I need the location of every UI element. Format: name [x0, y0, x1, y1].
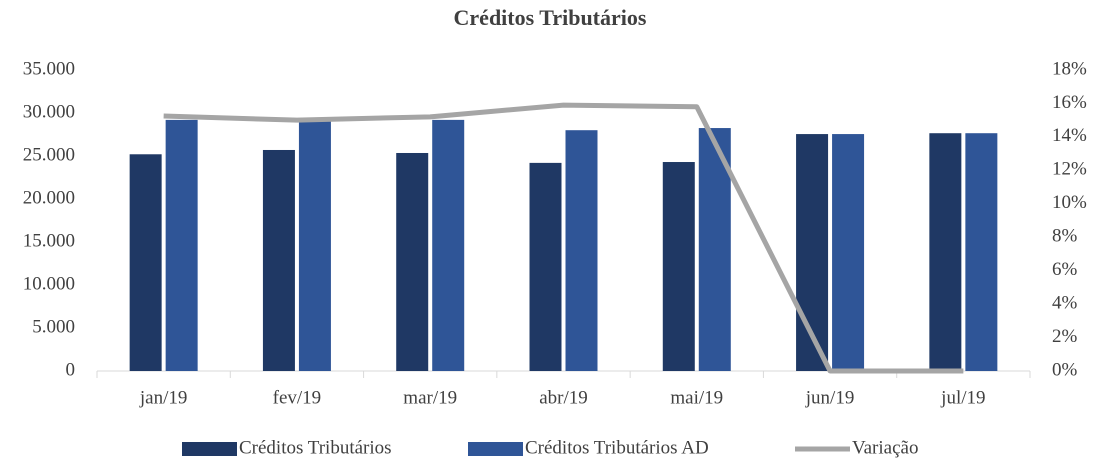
bar [929, 133, 962, 371]
x-tick-label: fev/19 [273, 387, 322, 408]
y-tick-label: 0 [66, 359, 76, 380]
bar [529, 162, 562, 371]
bar [298, 119, 331, 372]
y2-tick-label: 4% [1052, 292, 1078, 313]
line [163, 102, 964, 374]
y-tick-label: 25.000 [23, 144, 75, 165]
x-tick-label: jan/19 [139, 387, 188, 408]
bar [165, 119, 198, 371]
y2-tick-label: 18% [1052, 58, 1087, 79]
bar [662, 162, 695, 371]
legend-label: Créditos Tributários [239, 437, 392, 458]
x-tick-label: abr/19 [539, 387, 588, 408]
bar [129, 154, 162, 371]
y2-tick-label: 6% [1052, 259, 1078, 280]
legend-swatch [468, 442, 523, 456]
y-tick-label: 10.000 [23, 273, 75, 294]
y-tick-label: 15.000 [23, 230, 75, 251]
bar [262, 149, 295, 371]
y2-tick-label: 16% [1052, 92, 1087, 113]
x-tick-label: mar/19 [403, 387, 457, 408]
x-tick-label: mai/19 [670, 387, 723, 408]
legend-label: Créditos Tributários AD [525, 437, 709, 458]
y2-tick-label: 8% [1052, 226, 1078, 247]
y2-tick-label: 10% [1052, 192, 1087, 213]
y-tick-label: 5.000 [32, 316, 75, 337]
bar [965, 133, 998, 371]
y2-tick-label: 14% [1052, 125, 1087, 146]
legend-swatch [182, 442, 237, 456]
x-tick-label: jul/19 [940, 387, 985, 408]
x-tick-label: jun/19 [805, 387, 855, 408]
y-tick-label: 35.000 [23, 58, 75, 79]
y2-tick-label: 0% [1052, 359, 1078, 380]
bar [432, 119, 465, 371]
y-tick-label: 20.000 [23, 187, 75, 208]
bar [396, 152, 429, 371]
y-tick-label: 30.000 [23, 101, 75, 122]
chart-title: Créditos Tributários [454, 5, 647, 30]
bar [565, 130, 598, 371]
bar [832, 134, 865, 371]
legend-label: Variação [852, 437, 918, 458]
y2-tick-label: 12% [1052, 159, 1087, 180]
y2-tick-label: 2% [1052, 326, 1078, 347]
